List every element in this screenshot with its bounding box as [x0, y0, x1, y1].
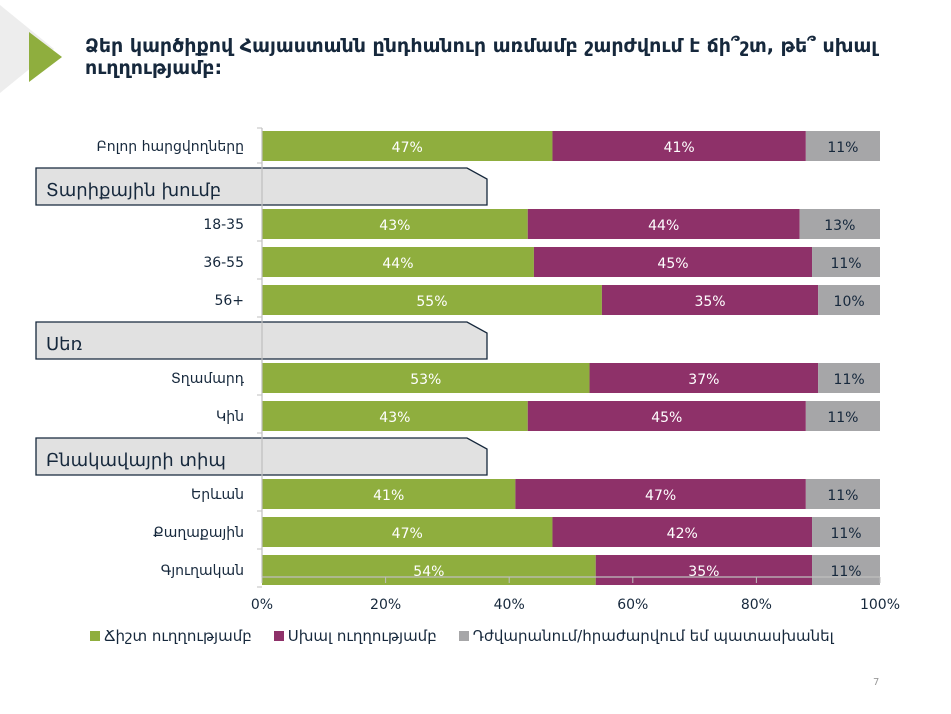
category-label: 56+: [214, 293, 244, 309]
category-label: Տղամարդ: [171, 371, 245, 387]
bar-segment-wrong: [515, 479, 806, 509]
bar-segment-dk: [805, 401, 880, 431]
data-label-correct: 54%: [413, 564, 444, 580]
data-label-wrong: 35%: [694, 294, 725, 310]
page-number: 7: [873, 677, 880, 688]
category-label: Երևան: [191, 487, 244, 503]
data-label-dk: 11%: [827, 410, 858, 426]
bar-segment-dk: [799, 209, 880, 239]
data-label-correct: 55%: [416, 294, 447, 310]
category-label: Քաղաքային: [153, 525, 244, 541]
legend-label-correct: Ճիշտ ուղղությամբ: [104, 627, 252, 645]
green-triangle-icon: [29, 32, 62, 82]
bar-segment-correct: [262, 555, 596, 585]
bar-segment-correct: [262, 131, 553, 161]
data-label-wrong: 47%: [645, 488, 676, 504]
x-tick-label: 40%: [494, 597, 525, 613]
category-label: Կին: [216, 409, 244, 425]
data-label-correct: 47%: [392, 140, 423, 156]
x-tick-label: 60%: [617, 597, 648, 613]
bar-segment-correct: [262, 247, 534, 277]
category-label: 36-55: [203, 255, 244, 271]
bar-segment-dk: [805, 479, 880, 509]
bar-segment-wrong: [552, 131, 806, 161]
data-label-dk: 10%: [834, 294, 865, 310]
bar-segment-dk: [805, 131, 880, 161]
bar-segment-correct: [262, 479, 516, 509]
data-label-dk: 11%: [830, 256, 861, 272]
data-label-correct: 47%: [392, 526, 423, 542]
data-label-dk: 11%: [827, 488, 858, 504]
data-label-wrong: 42%: [667, 526, 698, 542]
x-tick-label: 20%: [370, 597, 401, 613]
bar-segment-wrong: [552, 517, 813, 547]
data-label-dk: 11%: [834, 372, 865, 388]
legend-swatch-wrong: [273, 631, 284, 641]
page-title: Ձեր կարծիքով Հայաստանն ընդհանուր առմամբ …: [85, 35, 878, 79]
data-label-wrong: 45%: [657, 256, 688, 272]
data-label-dk: 11%: [827, 140, 858, 156]
bar-segment-correct: [262, 209, 528, 239]
bar-segment-correct: [262, 401, 528, 431]
section-header-label: Տարիքային խումբ: [46, 180, 221, 201]
bar-segment-wrong: [601, 285, 819, 315]
bar-segment-dk: [812, 517, 880, 547]
data-label-correct: 44%: [382, 256, 413, 272]
data-label-dk: 11%: [830, 526, 861, 542]
legend-label-wrong: Սխալ ուղղությամբ: [287, 627, 437, 645]
data-label-wrong: 45%: [651, 410, 682, 426]
data-label-wrong: 44%: [648, 218, 679, 234]
bar-segment-correct: [262, 363, 590, 393]
bar-segment-correct: [262, 517, 553, 547]
bar-segment-dk: [812, 555, 880, 585]
bar-segment-wrong: [589, 363, 819, 393]
bar-segment-correct: [262, 285, 602, 315]
chart-legend: Ճիշտ ուղղությամբ Սխալ ուղղությամբ Դժվարա…: [90, 627, 856, 645]
data-label-correct: 53%: [410, 372, 441, 388]
section-header-label: Բնակավայրի տիպ: [46, 450, 226, 471]
x-tick-label: 0%: [251, 597, 273, 613]
data-label-correct: 43%: [379, 218, 410, 234]
category-label: 18-35: [203, 217, 244, 233]
legend-item-dk: Դժվարանում/հրաժարվում եմ պատասխանել: [458, 627, 834, 645]
legend-swatch-dk: [458, 631, 469, 641]
bar-segment-wrong: [527, 209, 800, 239]
category-label: Գյուղական: [161, 563, 244, 579]
legend-item-correct: Ճիշտ ուղղությամբ: [90, 627, 252, 645]
category-label: Բոլոր հարցվողները: [97, 139, 245, 155]
bar-segment-wrong: [527, 401, 806, 431]
data-label-correct: 43%: [379, 410, 410, 426]
x-tick-label: 100%: [860, 597, 900, 613]
x-tick-label: 80%: [741, 597, 772, 613]
data-label-dk: 11%: [830, 564, 861, 580]
data-label-wrong: 35%: [688, 564, 719, 580]
section-header-label: Սեռ: [46, 334, 82, 355]
data-label-dk: 13%: [824, 218, 855, 234]
bar-segment-dk: [818, 363, 880, 393]
bar-segment-wrong: [595, 555, 813, 585]
bar-segment-dk: [818, 285, 880, 315]
data-label-correct: 41%: [373, 488, 404, 504]
bar-segment-dk: [812, 247, 880, 277]
data-label-wrong: 41%: [664, 140, 695, 156]
bar-segment-wrong: [533, 247, 813, 277]
legend-swatch-correct: [90, 631, 100, 641]
data-label-wrong: 37%: [688, 372, 719, 388]
legend-label-dk: Դժվարանում/հրաժարվում եմ պատասխանել: [472, 627, 834, 645]
legend-item-wrong: Սխալ ուղղությամբ: [273, 627, 437, 645]
